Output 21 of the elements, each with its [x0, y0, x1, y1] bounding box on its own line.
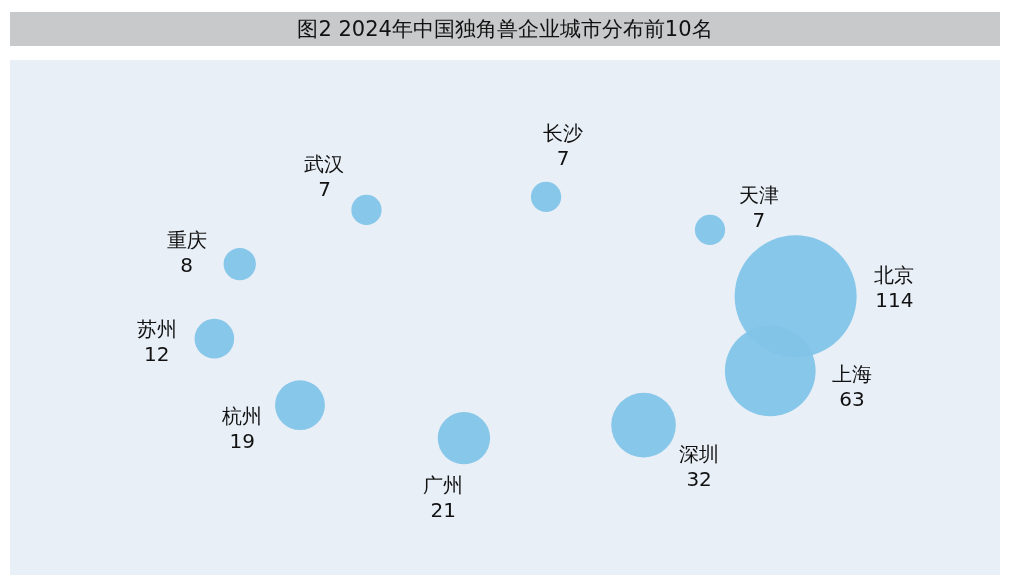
data-label: 32: [686, 467, 712, 492]
data-label: 7: [318, 176, 331, 201]
data-label: 7: [752, 208, 766, 233]
category-label: 长沙: [543, 120, 584, 145]
data-label: 21: [430, 498, 456, 523]
category-label: 北京: [874, 263, 915, 288]
category-label: 深圳: [679, 442, 720, 467]
category-label: 杭州: [221, 404, 263, 429]
data-label: 114: [875, 288, 914, 313]
category-label: 广州: [423, 473, 464, 498]
category-label: 武汉: [304, 151, 345, 176]
data-label: 7: [556, 145, 570, 170]
data-label: 12: [144, 342, 170, 367]
category-label: 上海: [831, 361, 872, 386]
data-label: 19: [229, 429, 255, 454]
category-label: 重庆: [166, 227, 207, 252]
data-label: 63: [839, 386, 865, 411]
text: 图2 2024年中国独角兽企业城市分布前10名: [10, 12, 1000, 46]
data-label: 8: [180, 252, 194, 277]
category-label: 苏州: [136, 317, 177, 342]
category-label: 天津: [738, 183, 779, 208]
